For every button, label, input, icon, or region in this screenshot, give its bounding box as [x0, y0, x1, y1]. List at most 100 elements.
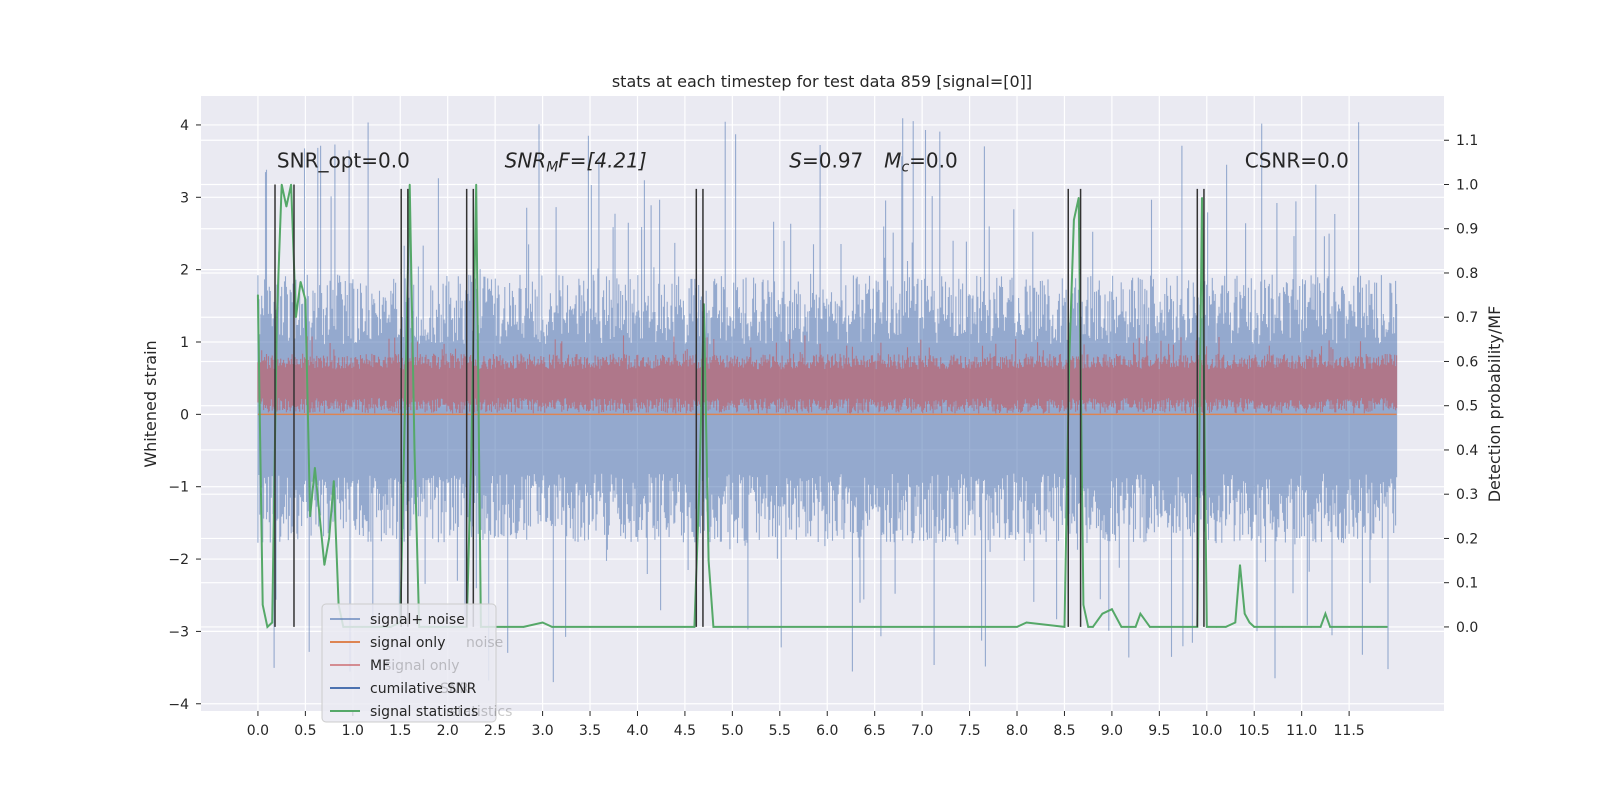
annotation-s-val: S=0.97	[789, 149, 863, 173]
series-4-point	[1087, 626, 1089, 628]
y2-tick-label: 0.9	[1456, 222, 1478, 238]
x-tick-label: 9.0	[1101, 723, 1123, 739]
series-4-point	[470, 449, 473, 451]
y-tick-label: 1	[180, 335, 189, 351]
x-tick-label: 3.5	[579, 723, 601, 739]
series-4-point	[1310, 626, 1312, 628]
series-4-point	[1082, 604, 1085, 606]
series-4-point	[285, 205, 288, 208]
series-4-point	[1239, 564, 1241, 566]
y2-tick-label: 1.0	[1456, 177, 1478, 193]
annotation-mc-val: Mc=0.0	[884, 149, 958, 176]
legend-ghost-text: SNR	[440, 681, 469, 697]
y-tick-label: 4	[180, 118, 189, 134]
series-4-point	[1324, 612, 1327, 615]
series-4-point	[1376, 626, 1379, 628]
series-4-point	[731, 626, 734, 628]
annotations: SNR_opt=0.0 SNRMF=[4.21] S=0.97 Mc=0.0 CSNR=…	[277, 149, 1349, 176]
series-4-point	[1348, 626, 1350, 628]
series-4-point	[522, 626, 525, 628]
y2-tick-label: 0.6	[1456, 354, 1478, 370]
series-4-point	[1243, 612, 1246, 615]
series-4-point	[1215, 626, 1218, 628]
series-4-point	[698, 493, 700, 496]
series-4-point	[413, 449, 416, 451]
series-4-point	[541, 621, 544, 624]
legend-ghost-text: noise	[466, 635, 503, 651]
series-4-point	[707, 559, 710, 562]
y2-tick-label: 0.5	[1456, 399, 1478, 415]
series-4-point	[1248, 621, 1251, 624]
y2-tick-label: 0.4	[1456, 443, 1478, 459]
x-tick-label: 5.5	[769, 723, 791, 739]
series-4-point	[309, 515, 311, 518]
series-4-point	[1092, 626, 1094, 628]
x-tick-label: 2.5	[484, 723, 506, 739]
series-4-point	[1253, 626, 1256, 628]
x-tick-label: 6.5	[864, 723, 886, 739]
x-tick-label: 11.0	[1286, 723, 1317, 739]
series-4-point	[404, 404, 406, 407]
series-4-point	[323, 564, 326, 566]
x-tick-label: 5.0	[721, 723, 743, 739]
series-4-point	[276, 316, 278, 319]
series-4-point	[328, 537, 330, 540]
series-4-point	[257, 294, 259, 296]
y2-tick-label: 0.1	[1456, 576, 1478, 592]
y2-axis-label: Detection probability/MF	[1485, 306, 1504, 503]
series-4-point	[314, 466, 316, 469]
x-tick-label: 11.5	[1334, 723, 1365, 739]
legend-entry: signal+ noise	[370, 612, 465, 628]
series-2-trace	[257, 335, 1398, 414]
x-tick-label: 10.5	[1239, 723, 1270, 739]
series-4-point	[873, 626, 876, 628]
x-tick-label: 6.0	[816, 723, 838, 739]
series-4-point	[295, 316, 297, 319]
x-tick-label: 7.5	[958, 723, 980, 739]
y-tick-label: −4	[168, 697, 189, 713]
series-4-point	[299, 281, 302, 283]
series-4-point	[693, 626, 696, 628]
x-tick-label: 4.0	[626, 723, 648, 739]
x-tick-label: 0.0	[247, 723, 269, 739]
y-tick-label: −2	[168, 552, 189, 568]
x-tick-label: 9.5	[1148, 723, 1170, 739]
y2-tick-label: 0.0	[1456, 620, 1478, 636]
legend-entry: signal statistics	[370, 704, 478, 720]
series-4-point	[1111, 608, 1113, 611]
series-4-point	[1149, 626, 1151, 628]
y-tick-label: 0	[180, 407, 189, 423]
series-4-point	[503, 626, 506, 628]
series-4-point	[1120, 626, 1123, 628]
series-4-point	[987, 626, 990, 628]
x-tick-label: 8.5	[1053, 723, 1075, 739]
x-tick-label: 1.0	[342, 723, 364, 739]
y2-tick-label: 1.1	[1456, 133, 1478, 149]
annotation-snr-opt: SNR_opt=0.0	[277, 149, 410, 173]
series-4-point	[280, 183, 283, 186]
x-tick-label: 2.0	[437, 723, 459, 739]
y-tick-label: 3	[180, 190, 189, 206]
x-tick-label: 8.0	[1006, 723, 1028, 739]
series-4-point	[1201, 196, 1203, 199]
annotation-csnr: CSNR=0.0	[1245, 149, 1349, 173]
series-4-point	[1139, 612, 1142, 615]
series-4-point	[1187, 626, 1189, 628]
series-4-point	[290, 183, 292, 186]
series-4-point	[826, 626, 829, 628]
y2-tick-label: 0.8	[1456, 266, 1478, 282]
series-4-point	[1101, 612, 1104, 615]
series-4-point	[1319, 626, 1322, 628]
annotation-snr-mf: SNRMF=[4.21]	[505, 149, 647, 176]
series-4-point	[1205, 626, 1208, 628]
series-4-point	[978, 626, 980, 628]
x-tick-label: 4.5	[674, 723, 696, 739]
series-4-point	[968, 626, 971, 628]
series-4-point	[921, 626, 923, 628]
legend-entry: cumilative SNR	[370, 681, 477, 697]
series-4-point	[1224, 626, 1227, 628]
series-4-point	[1073, 219, 1075, 221]
series-4-point	[636, 626, 639, 628]
